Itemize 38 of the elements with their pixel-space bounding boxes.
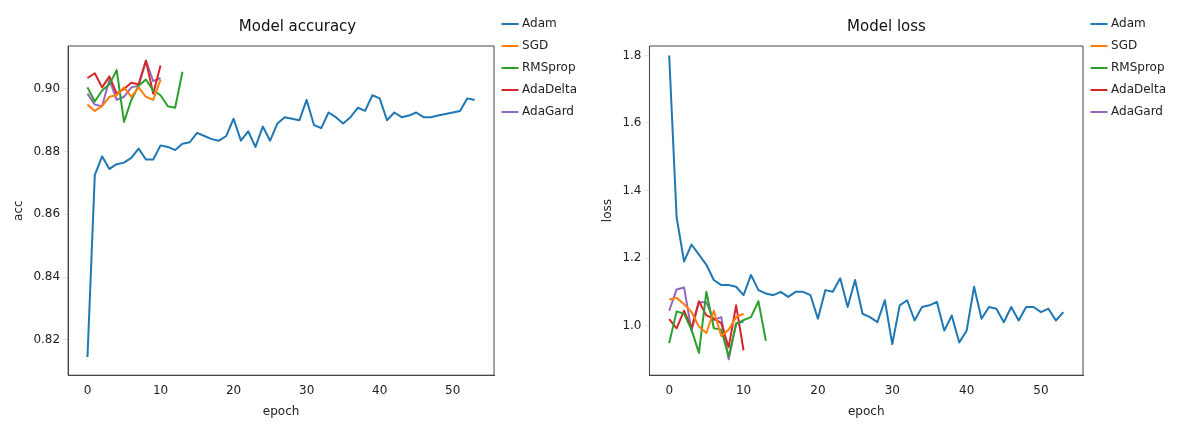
x-axis-title: epoch [262, 403, 300, 418]
legend-label: SGD [522, 38, 549, 53]
legend-label: AdaDelta [522, 82, 577, 97]
y-tick-label: 0.86 [33, 206, 61, 221]
legend-label: SGD [1111, 38, 1138, 53]
chart-title: Model loss [847, 16, 927, 35]
x-tick-label: 50 [445, 382, 461, 397]
chart-title: Model accuracy [238, 16, 357, 35]
legend-label: AdaGard [522, 104, 574, 119]
x-tick-label: 0 [83, 382, 92, 397]
legend-label: Adam [522, 16, 557, 31]
y-tick-label: 0.82 [33, 331, 61, 346]
x-tick-label: 30 [298, 382, 315, 397]
y-tick-label: 1.0 [622, 317, 642, 332]
y-axis-title: acc [11, 200, 26, 221]
legend-label: Adam [1111, 16, 1146, 31]
x-tick-label: 20 [225, 382, 242, 397]
legend-label: RMSprop [522, 60, 576, 75]
x-tick-label: 0 [665, 382, 674, 397]
y-tick-label: 0.84 [33, 269, 61, 284]
x-tick-label: 50 [1033, 382, 1049, 397]
legend-label: AdaGard [1111, 104, 1163, 119]
x-tick-label: 30 [884, 382, 900, 397]
x-axis-title: epoch [847, 403, 885, 418]
x-tick-label: 10 [735, 382, 752, 397]
legend-label: AdaDelta [1111, 82, 1166, 97]
x-tick-label: 10 [152, 382, 169, 397]
y-tick-label: 0.88 [33, 143, 61, 158]
x-tick-label: 20 [810, 382, 826, 397]
y-tick-label: 1.8 [622, 47, 642, 62]
x-tick-label: 40 [372, 382, 388, 397]
y-tick-label: 1.6 [622, 115, 642, 130]
y-tick-label: 1.4 [622, 182, 642, 197]
y-tick-label: 1.2 [622, 250, 642, 265]
legend-label: RMSprop [1111, 60, 1165, 75]
x-tick-label: 40 [959, 382, 975, 397]
y-tick-label: 0.90 [33, 81, 61, 96]
y-axis-title: loss [600, 199, 615, 223]
